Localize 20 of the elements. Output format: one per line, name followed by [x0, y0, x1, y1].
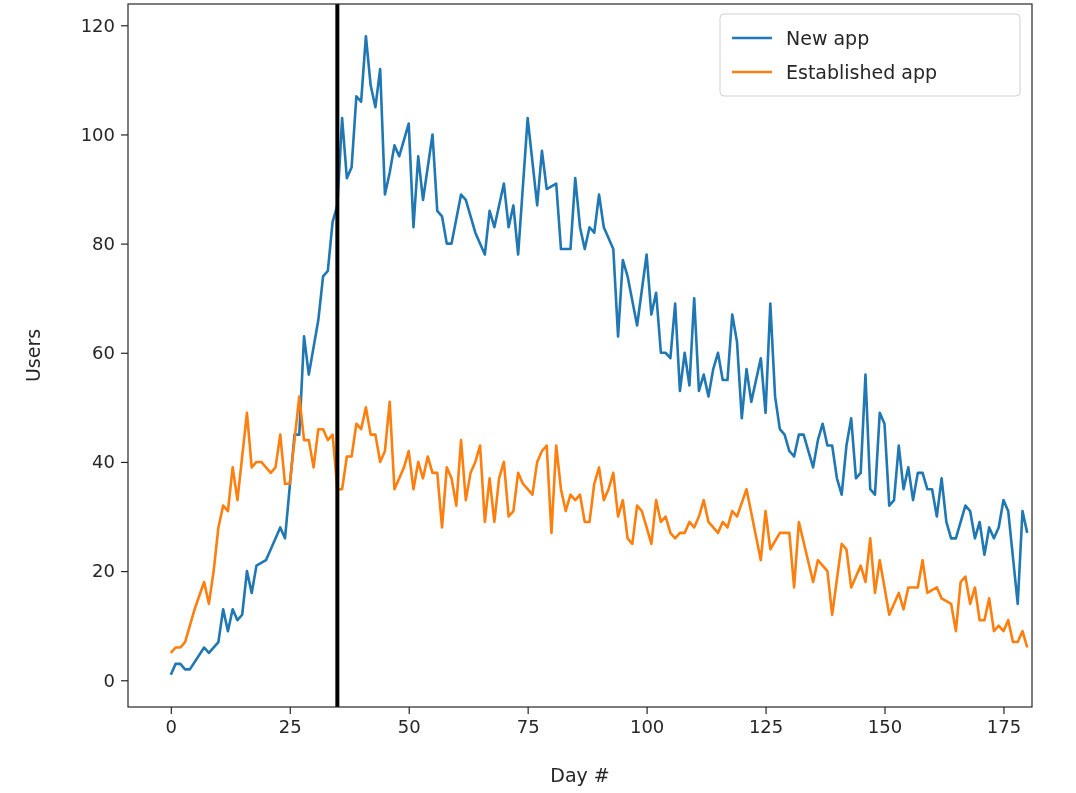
- y-tick-label: 20: [92, 560, 115, 582]
- x-axis-title: Day #: [550, 764, 610, 786]
- x-tick-label: 125: [748, 715, 784, 737]
- x-tick-label: 175: [986, 715, 1022, 737]
- legend-label: New app: [786, 27, 870, 49]
- y-tick-label: 80: [92, 232, 115, 254]
- legend-label: Established app: [786, 61, 938, 83]
- y-tick-label: 60: [92, 342, 115, 364]
- line-series: [169, 395, 1029, 655]
- y-tick-label: 120: [80, 14, 115, 36]
- y-tick-label: 40: [92, 451, 115, 473]
- y-axis-title: Users: [22, 328, 44, 383]
- y-tick-label: 0: [103, 669, 115, 691]
- y-tick-label: 100: [80, 123, 115, 145]
- x-tick-label: 150: [867, 715, 903, 737]
- x-tick-label: 75: [516, 715, 540, 737]
- x-tick-label: 50: [397, 715, 421, 737]
- x-tick-label: 100: [629, 715, 665, 737]
- x-tick-label: 25: [278, 715, 302, 737]
- x-tick-label: 0: [165, 715, 178, 737]
